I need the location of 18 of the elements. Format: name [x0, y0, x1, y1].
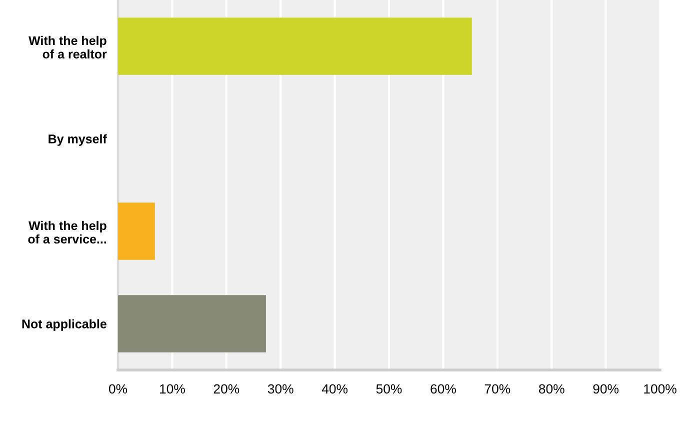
x-tick-label: 50% [376, 384, 402, 394]
x-tick-label: 30% [268, 384, 294, 394]
bar [118, 202, 155, 260]
bar [118, 18, 472, 75]
x-tick-label: 60% [430, 384, 456, 394]
y-tick-label: By myself [48, 134, 107, 146]
x-tick-label: 100% [644, 384, 676, 394]
x-tick-label: 80% [538, 384, 564, 394]
x-tick-label: 0% [108, 384, 128, 394]
y-tick-label: With the help of a realtor [28, 36, 107, 59]
x-tick-label: 10% [160, 384, 185, 394]
bar [118, 295, 266, 352]
x-tick-label: 70% [484, 384, 510, 394]
y-tick-label: With the help of a service... [28, 220, 106, 244]
x-tick-label: 90% [593, 384, 619, 394]
y-tick-label: Not applicable [22, 319, 106, 331]
x-tick-label: 20% [214, 384, 240, 394]
x-tick-label: 40% [322, 384, 348, 394]
